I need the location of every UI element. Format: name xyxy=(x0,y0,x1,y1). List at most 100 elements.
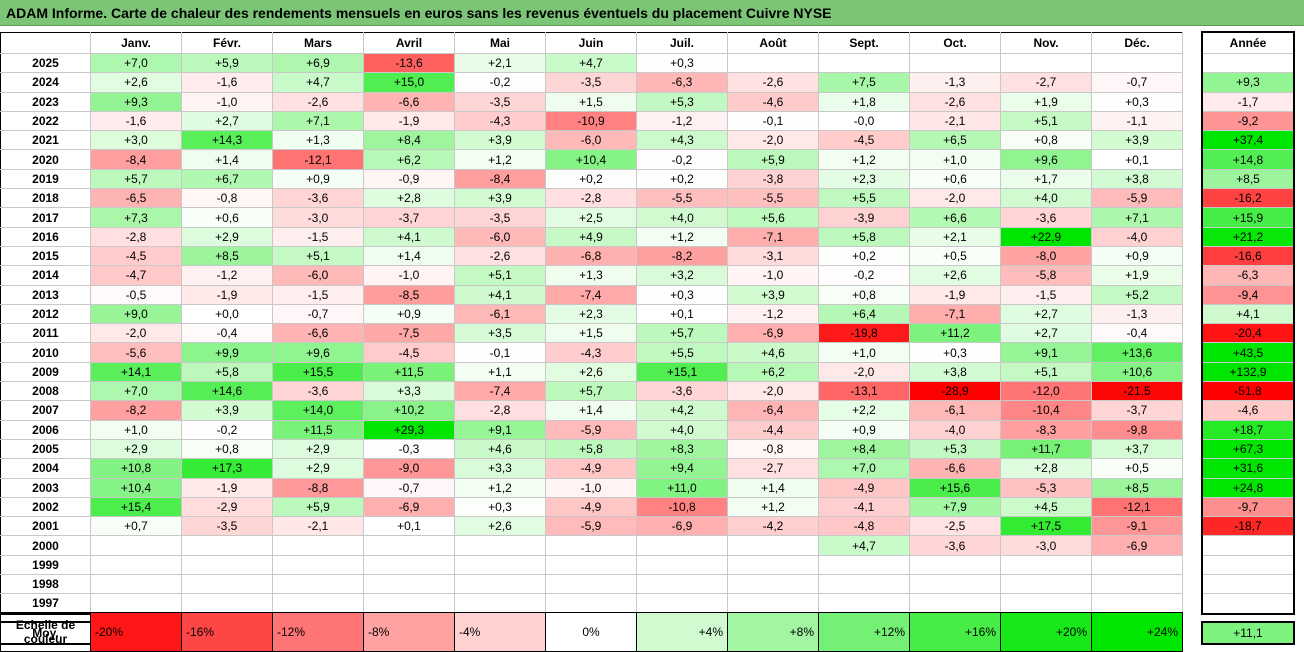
heatmap-cell: -8,4 xyxy=(90,149,182,170)
heatmap-cell: -0,0 xyxy=(818,110,910,132)
heatmap-cell xyxy=(545,535,637,556)
heatmap-cell xyxy=(272,535,364,556)
month-header: Nov. xyxy=(1000,31,1092,54)
heatmap-cell: -13,6 xyxy=(363,52,455,74)
heatmap-cell xyxy=(727,554,819,576)
heatmap-cell: +15,6 xyxy=(909,477,1001,498)
heatmap-cell: -3,8 xyxy=(727,168,819,190)
heatmap-cell: +6,2 xyxy=(363,149,455,170)
heatmap-cell: +10,6 xyxy=(1091,361,1183,383)
heatmap-cell: +1,0 xyxy=(90,419,182,440)
heatmap-cell: -3,6 xyxy=(636,381,728,402)
annual-header: Année xyxy=(1201,31,1295,54)
heatmap-cell: -2,0 xyxy=(909,188,1001,209)
heatmap-cell: -2,5 xyxy=(909,516,1001,537)
gap xyxy=(1182,516,1202,536)
annual-cell: +132,9 xyxy=(1201,361,1295,383)
heatmap-cell: +0,5 xyxy=(909,245,1001,267)
heatmap-cell: -28,9 xyxy=(909,381,1001,402)
heatmap-cell: -4,5 xyxy=(90,245,182,267)
heatmap-cell: +1,4 xyxy=(181,149,273,170)
heatmap-cell: +1,2 xyxy=(636,226,728,247)
year-label: 2016 xyxy=(0,226,91,247)
heatmap-cell: +7,1 xyxy=(1091,207,1183,228)
heatmap-cell: +0,2 xyxy=(818,245,910,267)
heatmap-cell: -5,9 xyxy=(545,516,637,537)
month-header: Avril xyxy=(363,31,455,54)
heatmap-cell: +15,4 xyxy=(90,496,182,518)
annual-cell: -9,2 xyxy=(1201,110,1295,132)
heatmap-cell: +5,3 xyxy=(636,91,728,112)
heatmap-cell xyxy=(727,52,819,74)
year-label: 2015 xyxy=(0,245,91,267)
gap xyxy=(1182,265,1202,286)
annual-cell: -20,4 xyxy=(1201,323,1295,344)
gap xyxy=(1182,458,1202,479)
annual-cell: +67,3 xyxy=(1201,438,1295,460)
year-label: 2023 xyxy=(0,91,91,112)
annual-cell: -6,3 xyxy=(1201,265,1295,286)
heatmap-cell: +9,0 xyxy=(90,303,182,325)
heatmap-cell: -5,9 xyxy=(1091,188,1183,209)
legend-swatch: -4% xyxy=(454,612,546,652)
month-header: Mai xyxy=(454,31,546,54)
heatmap-cell: +5,8 xyxy=(818,226,910,247)
annual-cell: +24,8 xyxy=(1201,477,1295,498)
heatmap-cell: +2,5 xyxy=(545,207,637,228)
heatmap-cell: +0,3 xyxy=(909,342,1001,363)
heatmap-cell: -5,6 xyxy=(90,342,182,363)
heatmap-cell xyxy=(636,574,728,595)
heatmap-cell: -3,7 xyxy=(1091,400,1183,421)
heatmap-cell: +4,0 xyxy=(636,207,728,228)
gap xyxy=(1182,207,1202,228)
heatmap-cell: -8,4 xyxy=(454,168,546,190)
heatmap-cell: +2,9 xyxy=(90,438,182,460)
heatmap-cell: +3,9 xyxy=(454,130,546,151)
heatmap-cell xyxy=(545,574,637,595)
year-label: 1997 xyxy=(0,593,91,615)
heatmap-cell: +5,7 xyxy=(636,323,728,344)
heatmap-cell: +5,7 xyxy=(90,168,182,190)
heatmap-cell: +0,1 xyxy=(363,516,455,537)
annual-cell: -18,7 xyxy=(1201,516,1295,537)
heatmap-cell xyxy=(363,535,455,556)
annual-cell xyxy=(1201,52,1295,74)
heatmap-cell: -7,4 xyxy=(545,284,637,305)
heatmap-cell: -5,8 xyxy=(1000,265,1092,286)
annual-cell: -1,7 xyxy=(1201,91,1295,112)
heatmap-cell: -2,7 xyxy=(1000,72,1092,93)
heatmap-cell xyxy=(90,593,182,615)
legend-swatch: +20% xyxy=(1000,612,1092,652)
heatmap-cell xyxy=(909,593,1001,615)
heatmap-cell: -3,6 xyxy=(272,188,364,209)
heatmap-cell: -21,5 xyxy=(1091,381,1183,402)
heatmap-cell: +0,9 xyxy=(818,419,910,440)
gap xyxy=(1182,381,1202,401)
heatmap-cell: -3,7 xyxy=(363,207,455,228)
heatmap-cell: +3,5 xyxy=(454,323,546,344)
heatmap-cell: +7,1 xyxy=(272,110,364,132)
heatmap-cell: +6,6 xyxy=(909,207,1001,228)
year-label: 2021 xyxy=(0,130,91,151)
gap xyxy=(1182,420,1202,440)
heatmap-cell: +0,5 xyxy=(1091,458,1183,479)
heatmap-cell: -3,5 xyxy=(454,207,546,228)
heatmap-cell: +7,0 xyxy=(90,52,182,74)
heatmap-cell: -0,1 xyxy=(454,342,546,363)
heatmap-cell: +1,2 xyxy=(818,149,910,170)
heatmap-cell: -4,3 xyxy=(545,342,637,363)
heatmap-cell: +4,6 xyxy=(727,342,819,363)
heatmap-cell: +1,9 xyxy=(1091,265,1183,286)
heatmap-cell: +10,4 xyxy=(90,477,182,498)
heatmap-cell: -1,5 xyxy=(272,226,364,247)
heatmap-cell: +1,3 xyxy=(272,130,364,151)
heatmap-cell: +0,7 xyxy=(90,516,182,537)
heatmap-cell: -2,0 xyxy=(727,381,819,402)
heatmap-cell: -5,3 xyxy=(1000,477,1092,498)
heatmap-cell: +11,2 xyxy=(909,323,1001,344)
heatmap-cell xyxy=(545,554,637,576)
heatmap-cell: +3,8 xyxy=(1091,168,1183,190)
heatmap-cell: +4,1 xyxy=(454,284,546,305)
heatmap-cell: -0,7 xyxy=(363,477,455,498)
heatmap-cell: -9,1 xyxy=(1091,516,1183,537)
